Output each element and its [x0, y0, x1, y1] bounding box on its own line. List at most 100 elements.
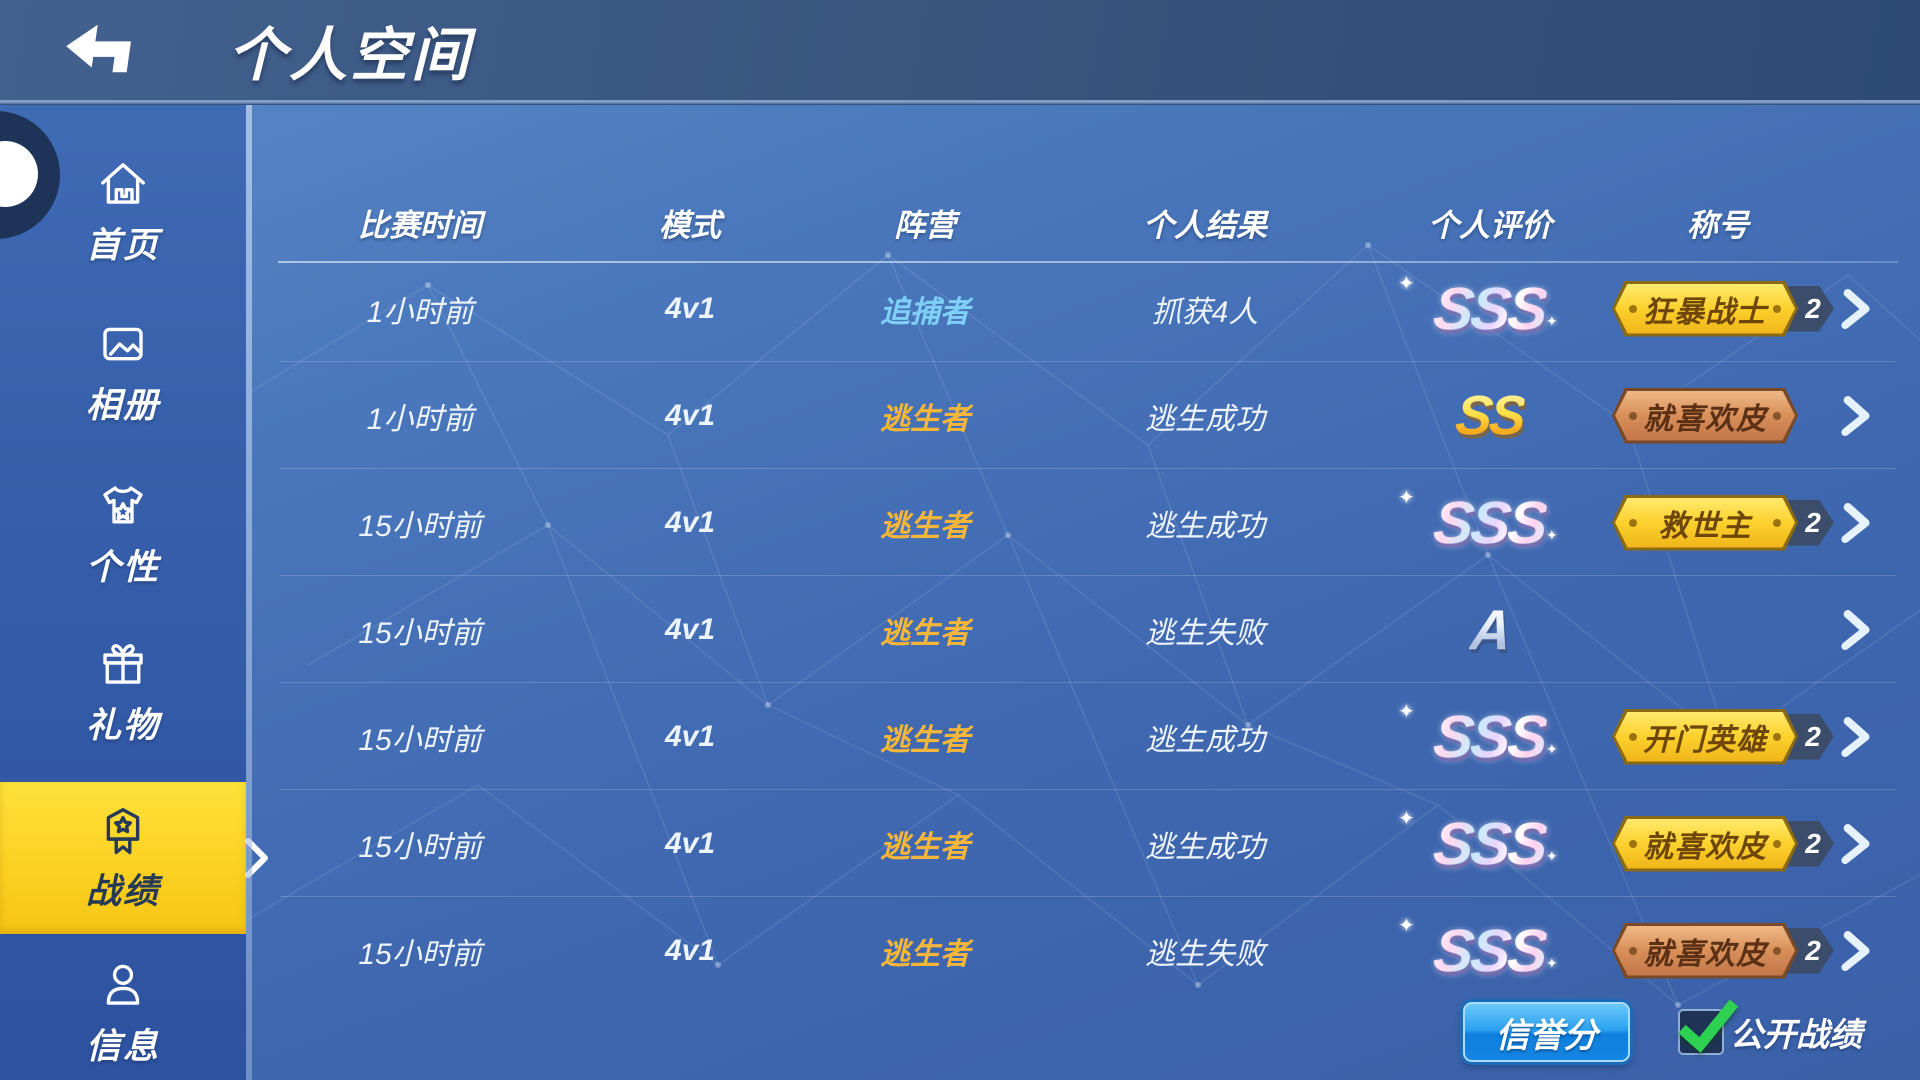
title-badge: 就喜欢皮	[1612, 387, 1798, 444]
camp-cell: 逃生者	[880, 402, 970, 436]
rating-cell: SSS ✦ ✦	[1350, 255, 1630, 362]
sidebar-item-personality[interactable]: 个性	[0, 458, 246, 610]
table-row[interactable]: 1小时前 4v1 逃生者 逃生成功 SS 就喜欢皮	[248, 362, 1920, 469]
sparkle-icon: ✦	[1546, 955, 1558, 971]
camp-cell: 逃生者	[880, 937, 970, 971]
match-time-cell: 15小时前	[358, 723, 482, 757]
title-cell: 开门英雄 2	[1600, 683, 1836, 790]
badge-rivet	[1773, 518, 1781, 527]
title-badge: 开门英雄	[1612, 708, 1798, 765]
result-cell: 抓获4人	[1151, 295, 1259, 329]
sidebar-item-album[interactable]: 相册	[0, 296, 246, 448]
camp-cell: 逃生者	[880, 509, 970, 543]
mode-cell: 4v1	[664, 612, 716, 646]
badge-rivet	[1629, 304, 1637, 313]
match-time-cell: 15小时前	[358, 509, 482, 543]
rating-cell: SSS ✦ ✦	[1350, 790, 1630, 897]
result-cell: 逃生成功	[1145, 402, 1265, 436]
gift-icon	[96, 637, 150, 691]
table-row[interactable]: 15小时前 4v1 逃生者 逃生失败 SSS ✦ ✦ 就喜欢皮 2	[248, 897, 1920, 1004]
row-detail-chevron-icon[interactable]	[1831, 576, 1885, 683]
row-detail-chevron-icon[interactable]	[1831, 469, 1885, 576]
home-icon	[96, 157, 150, 211]
sidebar-item-info[interactable]: 信息	[0, 937, 246, 1080]
match-time-cell: 15小时前	[358, 616, 482, 650]
public-records-toggle[interactable]: 公开战绩	[1678, 999, 1862, 1062]
title-badge: 就喜欢皮	[1612, 815, 1798, 872]
sparkle-icon: ✦	[1398, 915, 1415, 937]
title-badge-label: 就喜欢皮	[1615, 390, 1795, 441]
table-row[interactable]: 15小时前 4v1 逃生者 逃生失败 A	[248, 576, 1920, 683]
table-row[interactable]: 15小时前 4v1 逃生者 逃生成功 SSS ✦ ✦ 就喜欢皮 2	[248, 790, 1920, 897]
sidebar-item-label: 相册	[85, 385, 160, 425]
rating-cell: SSS ✦ ✦	[1350, 683, 1630, 790]
back-button[interactable]	[58, 20, 134, 80]
sparkle-icon: ✦	[1546, 313, 1558, 329]
rating-badge: A	[1468, 597, 1513, 661]
badge-rivet	[1773, 839, 1781, 848]
result-cell: 逃生成功	[1145, 509, 1265, 543]
camp-cell: 逃生者	[880, 616, 970, 650]
title-cell: 就喜欢皮	[1600, 362, 1836, 469]
row-detail-chevron-icon[interactable]	[1831, 255, 1885, 362]
column-header-title: 称号	[1687, 207, 1749, 243]
rating-cell: A	[1350, 576, 1630, 683]
selected-item-caret-icon	[244, 838, 270, 878]
sparkle-icon: ✦	[1546, 848, 1558, 864]
checkmark-icon	[1678, 999, 1739, 1053]
row-detail-chevron-icon[interactable]	[1831, 790, 1885, 897]
rating-cell: SS	[1350, 362, 1630, 469]
credit-score-button[interactable]: 信誉分	[1463, 1002, 1630, 1062]
table-row[interactable]: 15小时前 4v1 逃生者 逃生成功 SSS ✦ ✦ 开门英雄 2	[248, 683, 1920, 790]
medal-icon	[96, 803, 150, 857]
match-time-cell: 15小时前	[358, 937, 482, 971]
row-detail-chevron-icon[interactable]	[1831, 683, 1885, 790]
sidebar-item-label: 信息	[85, 1026, 160, 1066]
back-arrow-icon	[66, 24, 131, 73]
person-icon	[96, 958, 150, 1012]
rating-cell: SSS ✦ ✦	[1350, 897, 1630, 1004]
sparkle-icon: ✦	[1398, 273, 1415, 295]
mode-cell: 4v1	[664, 398, 716, 432]
rating-cell: SSS ✦ ✦	[1350, 469, 1630, 576]
table-header: 比赛时间 模式 阵营 个人结果 个人评价 称号	[248, 191, 1920, 253]
camp-cell: 追捕者	[880, 295, 970, 329]
sidebar: 首页相册个性礼物战绩信息	[0, 105, 268, 1080]
rating-badge: SSS	[1431, 916, 1550, 984]
table-row[interactable]: 1小时前 4v1 追捕者 抓获4人 SSS ✦ ✦ 狂暴战士 2	[248, 255, 1920, 362]
sparkle-icon: ✦	[1546, 741, 1558, 757]
match-rows: 1小时前 4v1 追捕者 抓获4人 SSS ✦ ✦ 狂暴战士 2 1小时前 4v1 逃生者 逃生成功 SS…	[248, 255, 1920, 1004]
rating-badge: SSS	[1431, 702, 1550, 770]
result-cell: 逃生失败	[1145, 616, 1265, 650]
mode-cell: 4v1	[664, 719, 716, 753]
match-time-cell: 1小时前	[366, 402, 474, 436]
badge-rivet	[1629, 839, 1637, 848]
badge-rivet	[1773, 732, 1781, 741]
mode-cell: 4v1	[664, 826, 716, 860]
sidebar-item-records[interactable]: 战绩	[0, 782, 268, 934]
rating-badge: SS	[1453, 384, 1527, 446]
public-records-label: 公开战绩	[1730, 1016, 1862, 1053]
sidebar-item-gifts[interactable]: 礼物	[0, 616, 246, 768]
result-cell: 逃生成功	[1145, 723, 1265, 757]
row-detail-chevron-icon[interactable]	[1831, 362, 1885, 469]
result-cell: 逃生成功	[1145, 830, 1265, 864]
mode-cell: 4v1	[664, 505, 716, 539]
credit-score-label: 信誉分	[1495, 1016, 1598, 1055]
title-badge-label: 就喜欢皮	[1615, 818, 1795, 869]
row-detail-chevron-icon[interactable]	[1831, 897, 1885, 1004]
badge-rivet	[1629, 411, 1637, 420]
badge-rivet	[1629, 732, 1637, 741]
table-row[interactable]: 15小时前 4v1 逃生者 逃生成功 SSS ✦ ✦ 救世主 2	[248, 469, 1920, 576]
sidebar-item-label: 个性	[85, 547, 160, 587]
rating-badge: SSS	[1431, 488, 1550, 556]
title-badge: 就喜欢皮	[1612, 922, 1798, 979]
title-cell: 就喜欢皮 2	[1600, 897, 1836, 1004]
sidebar-item-home[interactable]: 首页	[0, 136, 246, 288]
public-records-checkbox[interactable]	[1678, 999, 1739, 1055]
column-header-mode: 模式	[659, 207, 721, 243]
badge-rivet	[1773, 946, 1781, 955]
sidebar-item-label: 礼物	[85, 705, 160, 745]
result-cell: 逃生失败	[1145, 937, 1265, 971]
